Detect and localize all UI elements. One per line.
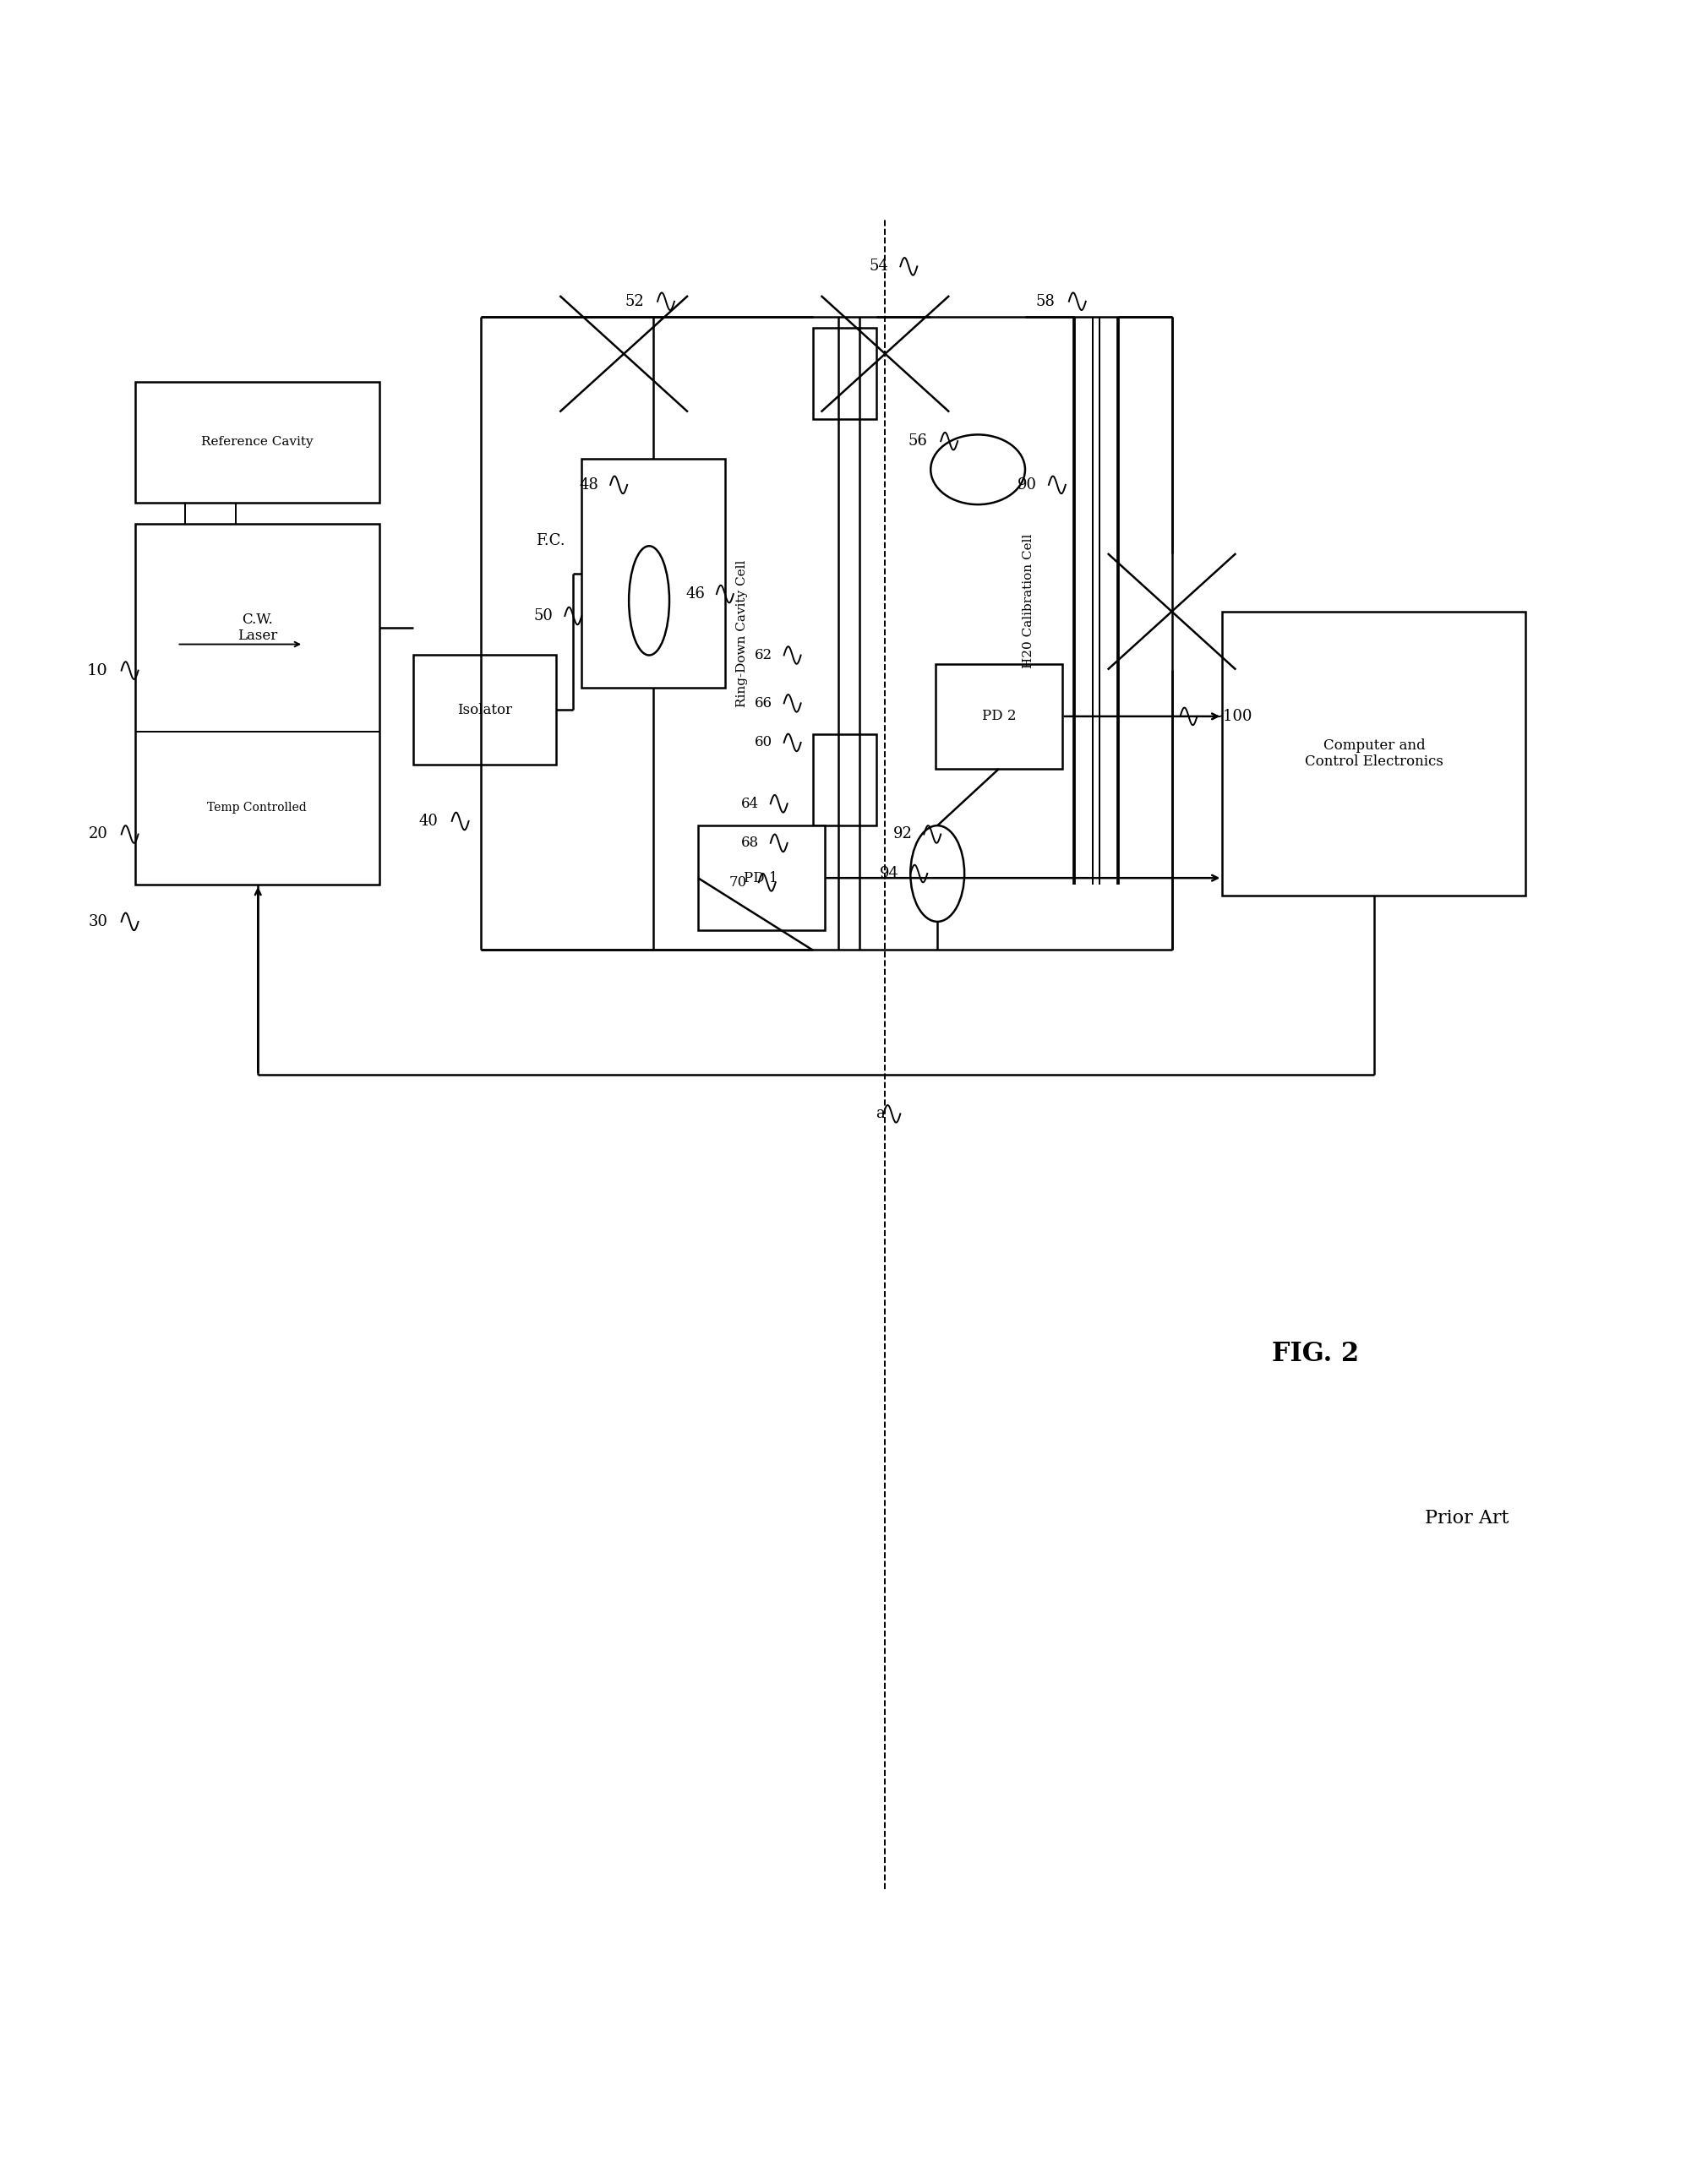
- Text: H20 Calibration Cell: H20 Calibration Cell: [1022, 533, 1035, 668]
- Text: Prior Art: Prior Art: [1425, 1509, 1509, 1527]
- Bar: [813, 734, 877, 826]
- Text: Ring-Down Cavity Cell: Ring-Down Cavity Cell: [735, 559, 749, 708]
- Text: ~100: ~100: [1211, 710, 1253, 723]
- Text: 66: 66: [754, 697, 772, 710]
- Bar: [698, 826, 824, 930]
- Text: 94: 94: [880, 867, 899, 880]
- Bar: [582, 459, 725, 688]
- Bar: [1222, 612, 1526, 895]
- Text: PD 1: PD 1: [744, 871, 779, 885]
- Text: 64: 64: [740, 797, 759, 810]
- Text: 20: 20: [89, 828, 108, 841]
- Text: 30: 30: [88, 915, 108, 928]
- Text: 10: 10: [88, 664, 108, 677]
- Text: 54: 54: [870, 260, 889, 273]
- Text: 62: 62: [754, 649, 772, 662]
- Text: 40: 40: [420, 815, 438, 828]
- Text: 58: 58: [1037, 295, 1055, 308]
- Bar: [813, 328, 877, 419]
- Bar: [413, 655, 556, 764]
- Text: 92: 92: [894, 828, 912, 841]
- Text: Reference Cavity: Reference Cavity: [201, 437, 314, 448]
- Text: 60: 60: [754, 736, 772, 749]
- Text: Computer and
Control Electronics: Computer and Control Electronics: [1305, 738, 1443, 769]
- Text: Temp Controlled: Temp Controlled: [207, 802, 307, 815]
- Text: 70: 70: [728, 876, 747, 889]
- Ellipse shape: [910, 826, 964, 922]
- Text: 48: 48: [580, 478, 599, 491]
- Ellipse shape: [931, 435, 1025, 505]
- Text: a: a: [875, 1107, 885, 1120]
- Bar: [135, 382, 379, 502]
- Text: 46: 46: [686, 587, 705, 601]
- Text: PD 2: PD 2: [981, 710, 1017, 723]
- Text: FIG. 2: FIG. 2: [1271, 1341, 1359, 1367]
- Bar: [936, 664, 1062, 769]
- Text: Isolator: Isolator: [457, 703, 513, 716]
- Bar: [135, 524, 379, 885]
- Text: F.C.: F.C.: [536, 533, 565, 548]
- Text: 56: 56: [909, 435, 927, 448]
- Text: 68: 68: [740, 836, 759, 850]
- Text: 52: 52: [626, 295, 644, 308]
- Ellipse shape: [629, 546, 669, 655]
- Text: 90: 90: [1017, 478, 1037, 491]
- Text: C.W.
Laser: C.W. Laser: [238, 612, 277, 644]
- Text: 50: 50: [534, 609, 553, 622]
